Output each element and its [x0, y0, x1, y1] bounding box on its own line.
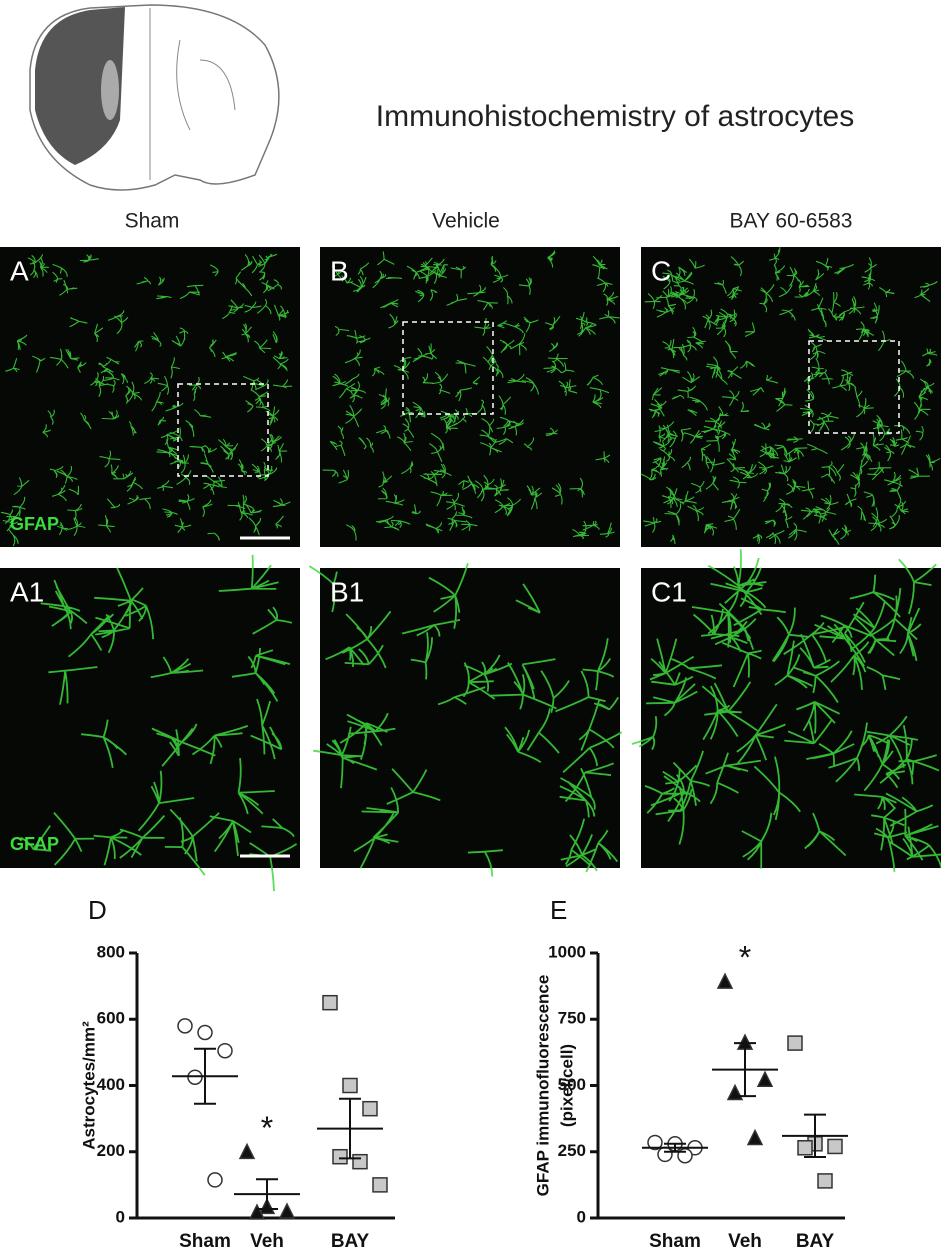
astrocyte-fibers [631, 549, 941, 872]
data-point [797, 1140, 813, 1156]
x-tick-label: BAY [796, 1231, 835, 1251]
y-tick-label: 750 [558, 1009, 586, 1028]
x-tick-label: Veh [250, 1231, 284, 1251]
stain-label: GFAP [10, 514, 59, 534]
data-point [746, 1128, 764, 1146]
panel-label: A [10, 255, 29, 286]
error-bar [804, 1113, 826, 1159]
data-point [278, 1202, 296, 1219]
y-axis-label: Astrocytes/mm² [79, 1021, 98, 1150]
astrocyte-fibers [20, 554, 298, 892]
panel-label: A1 [10, 576, 44, 607]
astrocyte-fibers [640, 247, 941, 545]
error-bar [256, 1178, 278, 1211]
data-point [756, 1070, 774, 1087]
significance-mark: * [261, 1110, 273, 1146]
y-tick-label: 0 [577, 1207, 586, 1226]
data-point [207, 1172, 223, 1188]
data-point [362, 1100, 378, 1117]
astrocyte-fibers [322, 250, 620, 541]
error-bar [194, 1047, 216, 1105]
x-tick-label: BAY [331, 1231, 370, 1251]
panel-label: B1 [330, 576, 364, 607]
astrocyte-fibers [0, 253, 293, 547]
x-tick-label: Sham [179, 1231, 231, 1251]
y-tick-label: 250 [558, 1141, 586, 1160]
micrograph [0, 568, 300, 868]
charts: D 0 200 400 600 800 Astrocytes/mm² Sham Veh BAY * E… [79, 895, 848, 1251]
data-point [817, 1173, 833, 1189]
column-label: BAY 60-6583 [730, 210, 853, 233]
data-point [248, 1203, 266, 1220]
column-label: Vehicle [432, 210, 500, 233]
inset-box [177, 383, 269, 477]
y-tick-label: 0 [116, 1207, 125, 1226]
y-tick-label: 600 [97, 1009, 125, 1028]
error-bar [734, 1042, 756, 1098]
data-point [372, 1177, 388, 1193]
error-bar [339, 1097, 361, 1160]
column-label: Sham [125, 210, 180, 233]
data-point [657, 1146, 673, 1163]
y-axis-label: (pixel/cell) [557, 1044, 576, 1127]
panel-label: D [88, 895, 107, 925]
brain-atlas [29, 4, 280, 191]
error-bar [664, 1142, 686, 1153]
x-tick-label: Veh [728, 1231, 762, 1251]
data-point [238, 1142, 256, 1160]
data-point [726, 1083, 744, 1101]
micrographs: A B C A1 B1 C1 GFAP GFAP [0, 247, 941, 892]
data-point [217, 1042, 233, 1059]
micrograph [641, 568, 941, 868]
data-point [342, 1077, 358, 1094]
inset-box [402, 321, 494, 415]
y-tick-label: 1000 [548, 942, 586, 961]
stain-label: GFAP [10, 834, 59, 854]
data-point [787, 1035, 803, 1051]
data-point [716, 972, 734, 989]
panel-label: E [550, 895, 567, 925]
data-point [647, 1134, 663, 1151]
data-point [197, 1024, 213, 1041]
y-axis-label: GFAP immunofluorescence [533, 975, 552, 1197]
data-point [332, 1148, 348, 1165]
figure-title: Immunohistochemistry of astrocytes [376, 100, 855, 133]
micrograph [320, 568, 620, 868]
y-tick-label: 800 [97, 942, 125, 961]
micrograph [0, 247, 300, 547]
panel-label: C [651, 255, 671, 286]
y-tick-label: 400 [97, 1075, 125, 1094]
y-tick-label: 500 [558, 1075, 586, 1094]
inset-box [808, 340, 900, 434]
data-point [827, 1138, 843, 1155]
significance-mark: * [739, 940, 751, 976]
y-tick-label: 200 [97, 1141, 125, 1160]
data-point [352, 1153, 368, 1170]
panel-label: B [330, 255, 349, 286]
micrograph [320, 247, 620, 547]
data-point [177, 1018, 193, 1034]
panel-label: C1 [651, 576, 687, 607]
x-tick-label: Sham [649, 1231, 701, 1251]
data-point [322, 994, 338, 1011]
astrocyte-fibers [308, 562, 623, 877]
